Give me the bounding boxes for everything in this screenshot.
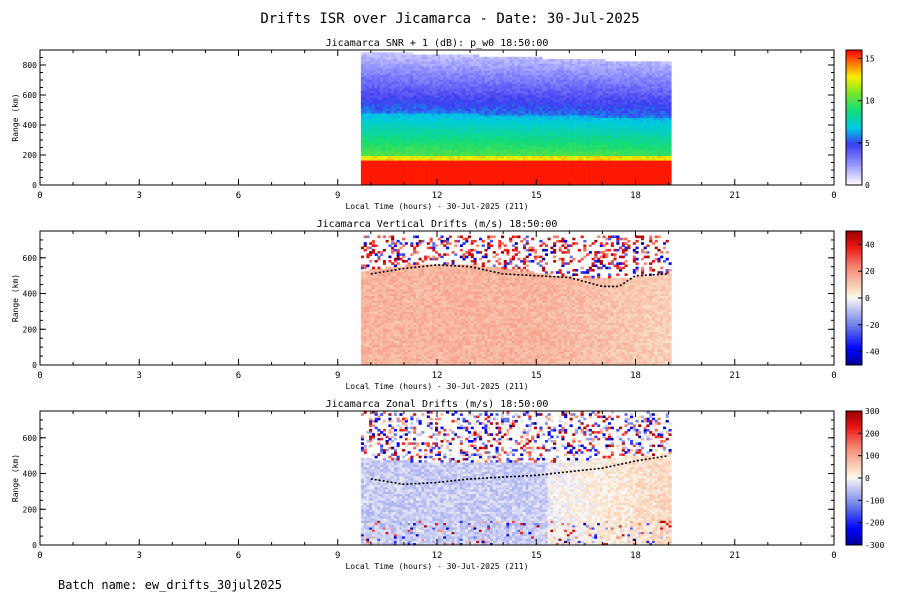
colorbar-tick-label: 0 — [865, 474, 870, 483]
y-tick-label: 400 — [23, 121, 38, 130]
x-tick-label: 0 — [831, 551, 836, 561]
colorbar-tick-label: 200 — [865, 429, 880, 438]
heatmap-cells — [360, 52, 672, 186]
colorbar-tick-label: -20 — [865, 321, 880, 330]
colorbar: 300 200 100 0 -100 -200 -300 — [845, 407, 884, 550]
x-tick-label: 18 — [630, 551, 641, 561]
x-tick-label: 21 — [729, 371, 740, 381]
x-tick-label: 6 — [236, 371, 241, 381]
y-tick-label: 400 — [23, 290, 38, 299]
peak-trace-line — [370, 264, 669, 288]
y-tick-label: 200 — [23, 505, 38, 514]
x-tick-label: 3 — [137, 371, 142, 381]
page-title: Drifts ISR over Jicamarca - Date: 30-Jul… — [0, 11, 900, 27]
x-axis-label: Local Time (hours) - 30-Jul-2025 (211) — [345, 202, 528, 211]
x-tick-label: 9 — [335, 551, 340, 561]
y-tick-label: 200 — [23, 151, 38, 160]
y-tick-label: 0 — [32, 361, 37, 370]
colorbar-tick-label: 10 — [865, 97, 875, 106]
x-axis-label: Local Time (hours) - 30-Jul-2025 (211) — [345, 382, 528, 391]
x-tick-label: 9 — [335, 371, 340, 381]
y-tick-label: 400 — [23, 470, 38, 479]
colorbar-tick-label: 0 — [865, 181, 870, 190]
x-tick-label: 6 — [236, 551, 241, 561]
colorbar-tick-label: -100 — [865, 496, 884, 505]
colorbar-tick-label: 5 — [865, 139, 870, 148]
x-tick-label: 0 — [831, 191, 836, 201]
colorbar-tick-label: -40 — [865, 348, 880, 357]
colorbar-tick-label: 40 — [865, 240, 875, 249]
y-tick-label: 200 — [23, 325, 38, 334]
colorbar-tick-label: 15 — [865, 54, 875, 63]
colorbar-tick-label: 20 — [865, 267, 875, 276]
colorbar: 40 20 0 -20 -40 — [845, 230, 880, 366]
x-tick-label: 0 — [37, 371, 42, 381]
y-tick-label: 0 — [32, 181, 37, 190]
colorbar-tick-label: -300 — [865, 541, 884, 550]
panel-title: Jicamarca Vertical Drifts (m/s) 18:50:00 — [317, 219, 558, 230]
x-tick-label: 12 — [432, 551, 443, 561]
y-tick-label: 600 — [23, 254, 38, 263]
peak-trace-line — [370, 454, 669, 486]
x-tick-label: 15 — [531, 551, 542, 561]
y-axis-label: Range (km) — [11, 454, 20, 502]
x-tick-label: 18 — [630, 371, 641, 381]
x-axis-label: Local Time (hours) - 30-Jul-2025 (211) — [345, 562, 528, 571]
colorbar: 0 5 10 15 — [845, 49, 875, 190]
y-tick-label: 800 — [23, 61, 38, 70]
y-axis-label: Range (km) — [11, 274, 20, 322]
x-tick-label: 0 — [37, 551, 42, 561]
heatmap-cells — [360, 235, 672, 366]
batch-name: Batch name: ew_drifts_30jul2025 — [58, 578, 282, 592]
y-tick-label: 600 — [23, 434, 38, 443]
colorbar-tick-label: 0 — [865, 294, 870, 303]
x-tick-label: 15 — [531, 191, 542, 201]
panel-title: Jicamarca Zonal Drifts (m/s) 18:50:00 — [326, 399, 549, 410]
x-tick-label: 0 — [37, 191, 42, 201]
heatmap-cells — [360, 411, 672, 546]
x-tick-label: 12 — [432, 191, 443, 201]
colorbar-tick-label: 100 — [865, 452, 880, 461]
x-tick-label: 6 — [236, 191, 241, 201]
colorbar-tick-label: 300 — [865, 407, 880, 416]
y-tick-label: 0 — [32, 541, 37, 550]
x-tick-label: 0 — [831, 371, 836, 381]
x-tick-label: 3 — [137, 551, 142, 561]
y-axis-label: Range (km) — [11, 93, 20, 141]
y-tick-label: 600 — [23, 91, 38, 100]
x-tick-label: 3 — [137, 191, 142, 201]
x-tick-label: 18 — [630, 191, 641, 201]
x-tick-label: 15 — [531, 371, 542, 381]
x-tick-label: 21 — [729, 551, 740, 561]
panel-title: Jicamarca SNR + 1 (dB): p_w0 18:50:00 — [326, 38, 549, 49]
colorbar-tick-label: -200 — [865, 519, 884, 528]
x-tick-label: 9 — [335, 191, 340, 201]
x-tick-label: 12 — [432, 371, 443, 381]
x-tick-label: 21 — [729, 191, 740, 201]
